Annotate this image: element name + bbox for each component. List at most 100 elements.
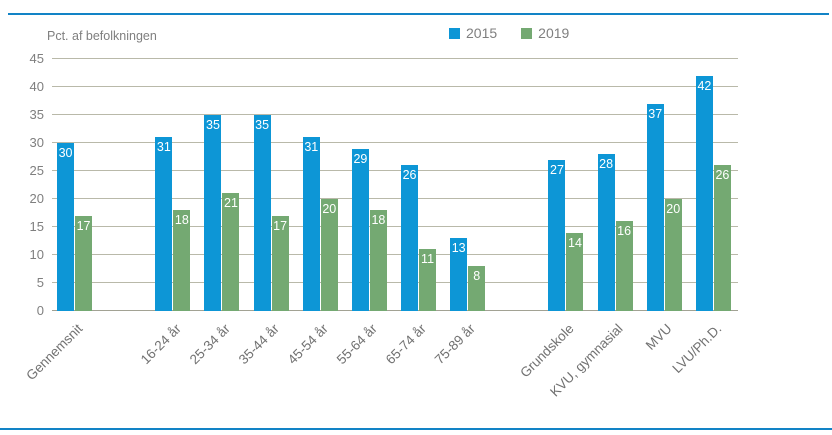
bar-value-label: 20 (666, 202, 681, 216)
bar-value-label: 17 (273, 218, 288, 233)
x-spacer (99, 313, 148, 423)
top-divider-line (8, 13, 829, 15)
x-label-slot: LVU/Ph.D. (669, 313, 738, 423)
bar-2015: 42 (695, 75, 713, 311)
y-tick-label: 45 (29, 51, 44, 66)
category-slot: 13 8 (443, 59, 492, 311)
category-slot: 35 17 (247, 59, 296, 311)
category-slot: 26 11 (394, 59, 443, 311)
gridline (52, 226, 738, 227)
bars-layer: 30 17 31 18 35 21 35 17 31 20 29 18 26 11 13 8 27 14 28 16 3… (50, 59, 738, 311)
category-slot: 30 17 (50, 59, 99, 311)
x-tick-label: MVU (643, 321, 675, 353)
x-label-slot: KVU, gymnasial (547, 313, 640, 423)
bar-2015: 13 (450, 238, 468, 311)
bottom-divider-line (0, 428, 832, 430)
y-tick-label: 25 (29, 163, 44, 178)
bar-value-label: 31 (304, 140, 319, 155)
gridline (52, 86, 738, 87)
bar-2019: 17 (271, 215, 289, 311)
bar-value-label: 27 (550, 162, 564, 177)
bar-2015: 28 (597, 154, 615, 311)
gridline (52, 198, 738, 199)
bar-2019: 8 (468, 266, 486, 311)
category-slot: 42 26 (689, 59, 738, 311)
y-tick-label: 30 (29, 135, 44, 151)
bar-2015: 30 (57, 143, 75, 311)
x-label-slot: Gennemsnit (23, 313, 99, 423)
bar-value-label: 26 (715, 168, 730, 183)
bar-value-label: 31 (156, 140, 171, 155)
legend-label: 2015 (466, 25, 498, 41)
bar-2015: 27 (548, 159, 566, 311)
bar-value-label: 18 (371, 213, 386, 228)
bar-value-label: 11 (421, 252, 435, 267)
bar-value-label: 16 (617, 224, 632, 239)
category-slot: 28 16 (591, 59, 640, 311)
x-label-slot: 25-34 år (186, 313, 246, 423)
bar-2015: 26 (401, 165, 419, 311)
bar-2019: 18 (173, 210, 191, 311)
category-slot: 37 20 (640, 59, 689, 311)
bar-value-label: 18 (174, 213, 189, 228)
category-slot: 31 20 (296, 59, 345, 311)
category-slot: 31 18 (148, 59, 197, 311)
x-label-slot: 35-44 år (236, 313, 296, 423)
bar-2015: 31 (155, 137, 173, 311)
bar-2015: 37 (646, 103, 664, 311)
bar-value-label: 35 (255, 118, 270, 132)
legend-label: 2019 (538, 25, 570, 41)
plot-area: 30 17 31 18 35 21 35 17 31 20 29 18 26 11 13 8 27 14 28 16 3… (50, 58, 738, 311)
y-tick-label: 15 (29, 219, 44, 235)
y-tick-label: 5 (36, 275, 44, 291)
y-tick-label: 35 (29, 107, 44, 122)
bar-value-label: 14 (568, 235, 582, 250)
gridline (52, 170, 738, 171)
bar-2019: 26 (713, 165, 731, 311)
x-label-slot: 55-64 år (334, 313, 394, 423)
bar-value-label: 20 (322, 202, 337, 216)
gridline (52, 282, 738, 283)
bar-2019: 18 (369, 210, 387, 311)
bar-value-label: 17 (76, 218, 91, 233)
y-axis-title: Pct. af befolkningen (47, 29, 157, 43)
y-axis-labels: 0 5 10 15 20 25 30 35 40 45 (0, 51, 44, 318)
bar-2019: 14 (566, 232, 584, 311)
x-tick-label: Gennemsnit (23, 321, 86, 384)
y-tick-label: 0 (36, 303, 44, 318)
bar-value-label: 30 (58, 146, 73, 160)
bar-value-label: 29 (353, 151, 368, 166)
bar-2019: 20 (320, 199, 338, 311)
bar-2019: 21 (222, 193, 240, 311)
x-label-slot: 45-54 år (285, 313, 345, 423)
bar-2019: 11 (419, 249, 437, 311)
x-label-slot: 75-89 år (432, 313, 492, 423)
bar-value-label: 42 (697, 78, 712, 93)
gridline (52, 58, 738, 59)
gridline (52, 254, 738, 255)
bar-2019: 17 (75, 215, 93, 311)
legend-item-2019: 2019 (521, 25, 569, 41)
category-slot: 27 14 (541, 59, 590, 311)
x-axis-labels: Gennemsnit 16-24 år 25-34 år 35-44 år 45-54 … (23, 313, 738, 423)
gridline (52, 114, 738, 115)
bar-2015: 35 (253, 115, 271, 311)
bar-value-label: 13 (451, 241, 466, 256)
legend: 2015 2019 (449, 25, 569, 41)
bar-value-label: 28 (599, 157, 614, 172)
bar-value-label: 21 (224, 196, 238, 211)
bar-value-label: 26 (402, 168, 417, 183)
bar-2015: 29 (351, 148, 369, 311)
bar-2019: 16 (615, 221, 633, 311)
y-tick-label: 40 (29, 79, 44, 95)
x-label-slot: 65-74 år (383, 313, 443, 423)
legend-swatch-icon (521, 27, 533, 39)
bar-2015: 31 (302, 137, 320, 311)
y-tick-label: 10 (29, 247, 44, 263)
legend-item-2015: 2015 (449, 25, 497, 41)
x-axis-line (52, 310, 738, 311)
bar-2019: 20 (664, 199, 682, 311)
y-tick-label: 20 (29, 191, 44, 207)
bar-value-label: 8 (473, 269, 481, 284)
gridline (52, 142, 738, 143)
